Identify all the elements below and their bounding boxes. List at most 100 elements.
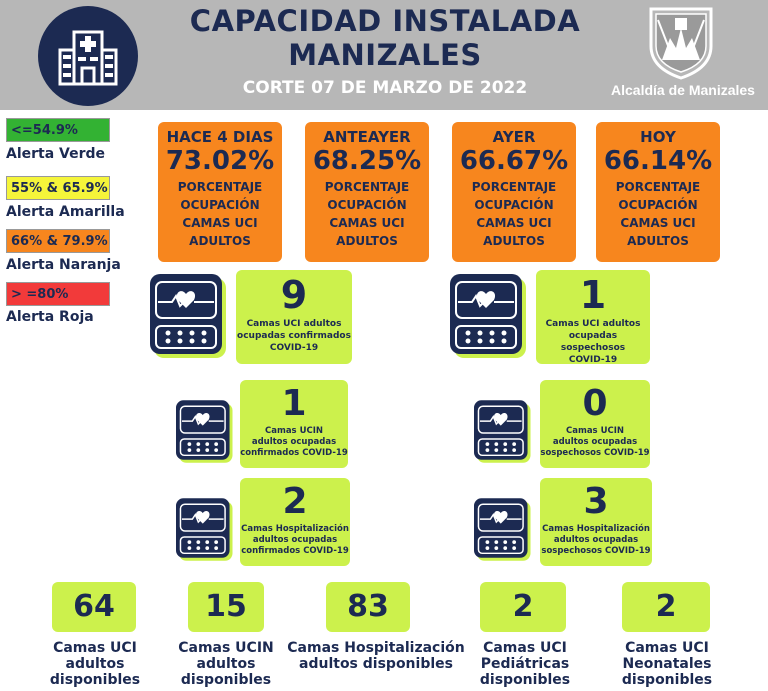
hosp-confirmed-card: 2 Camas Hospitalización adultos ocupadas… [240,478,350,566]
desc-line: OCUPACIÓN [474,198,554,212]
ucin-suspected-desc: Camas UCIN adultos ocupadas sospechosos … [540,426,650,459]
legend-yellow-range: 55% & 65.9% [6,176,110,200]
heart-monitor-icon [176,400,234,464]
desc-line: OCUPACIÓN [618,198,698,212]
legend-yellow-label: Alerta Amarilla [6,204,125,220]
desc-line: Camas UCIN [264,426,323,436]
occupancy-value: 73.02% [165,146,275,176]
occupancy-card-4-days-ago: HACE 4 DIAS 73.02% PORCENTAJE OCUPACIÓN … [158,122,282,262]
desc-line: CAMAS UCI [620,216,696,230]
ucin-suspected-card: 0 Camas UCIN adultos ocupadas sospechoso… [540,380,650,468]
occupancy-period: ANTEAYER [323,128,411,146]
manizales-coat-of-arms-icon [649,7,713,80]
available-hosp-count: 83 [326,582,410,632]
desc-line: Camas Hospitalización [241,524,349,534]
occupancy-desc: PORCENTAJE OCUPACIÓN CAMAS UCI ADULTOS [452,178,576,250]
hosp-confirmed-count: 2 [282,481,308,522]
desc-line: ADULTOS [336,234,398,248]
desc-line: PORCENTAJE [471,180,557,194]
heart-monitor-icon [176,498,234,562]
legend-orange-range: 66% & 79.9% [6,229,110,253]
heart-monitor-icon [450,274,527,359]
label-line: Pediátricas [480,656,570,672]
occupancy-period: AYER [492,128,536,146]
heart-monitor-icon [474,400,532,464]
ucin-confirmed-count: 1 [281,383,307,424]
label-line: adultos [196,656,256,672]
uci-suspected-count: 1 [579,273,607,317]
occupancy-period: HACE 4 DIAS [166,128,274,146]
uci-suspected-desc: Camas UCI adultos ocupadas sospechosos C… [536,318,650,366]
legend-orange-label: Alerta Naranja [6,257,121,273]
occupancy-value: 68.25% [312,146,422,176]
desc-line: ADULTOS [189,234,251,248]
label-line: adultos disponibles [299,656,453,672]
ucin-confirmed-desc: Camas UCIN adultos ocupadas confirmados … [240,426,348,459]
desc-line: adultos ocupadas [552,437,638,447]
desc-line: COVID-19 [568,355,618,365]
available-uci-ped-label: Camas UCI Pediátricas disponibles [470,640,580,688]
desc-line: CAMAS UCI [476,216,552,230]
desc-line: adultos ocupadas [553,535,639,545]
label-line: disponibles [621,672,713,688]
desc-line: sospechosos COVID-19 [541,546,651,556]
label-line: Camas UCI [53,640,137,656]
desc-line: ocupadas confirmados [237,331,351,341]
available-hosp-label: Camas Hospitalización adultos disponible… [284,640,468,672]
hosp-suspected-desc: Camas Hospitalización adultos ocupadas s… [540,524,652,557]
ucin-confirmed-card: 1 Camas UCIN adultos ocupadas confirmado… [240,380,348,468]
label-line: Camas UCI [483,640,567,656]
desc-line: confirmados COVID-19 [240,448,348,458]
legend-green-label: Alerta Verde [6,146,106,162]
page-title-line2: MANIZALES [288,38,482,72]
desc-line: sospechosos COVID-19 [540,448,650,458]
label-line: Camas UCIN [178,640,274,656]
hosp-suspected-count: 3 [583,481,609,522]
available-uci-neo-count: 2 [622,582,710,632]
desc-line: CAMAS UCI [329,216,405,230]
heart-monitor-icon [150,274,227,359]
occupancy-desc: PORCENTAJE OCUPACIÓN CAMAS UCI ADULTOS [596,178,720,250]
desc-line: Camas UCI adultos [545,319,641,329]
occupancy-period: HOY [640,128,676,146]
desc-line: adultos ocupadas [251,437,337,447]
desc-line: Camas UCI adultos [246,319,342,329]
label-line: Camas UCI [625,640,709,656]
organization-name: Alcaldía de Manizales [611,82,755,98]
uci-confirmed-desc: Camas UCI adultos ocupadas confirmados C… [236,318,352,354]
desc-line: OCUPACIÓN [327,198,407,212]
available-uci-ped-count: 2 [480,582,566,632]
heart-monitor-icon [474,498,532,562]
hospital-logo [38,6,138,106]
label-line: adultos [65,656,125,672]
desc-line: OCUPACIÓN [180,198,260,212]
uci-confirmed-card: 9 Camas UCI adultos ocupadas confirmados… [236,270,352,364]
hosp-confirmed-desc: Camas Hospitalización adultos ocupadas c… [240,524,350,557]
legend-red-range: > =80% [6,282,110,306]
desc-line: ADULTOS [483,234,545,248]
hospital-building-icon [58,30,118,86]
desc-line: COVID-19 [269,343,319,353]
occupancy-value: 66.14% [603,146,713,176]
available-uci-count: 64 [52,582,136,632]
occupancy-value: 66.67% [459,146,569,176]
desc-line: adultos ocupadas [252,535,338,545]
hosp-suspected-card: 3 Camas Hospitalización adultos ocupadas… [540,478,652,566]
available-ucin-label: Camas UCIN adultos disponibles [170,640,282,688]
desc-line: PORCENTAJE [615,180,701,194]
desc-line: confirmados COVID-19 [241,546,349,556]
uci-suspected-card: 1 Camas UCI adultos ocupadas sospechosos… [536,270,650,366]
occupancy-desc: PORCENTAJE OCUPACIÓN CAMAS UCI ADULTOS [158,178,282,250]
legend-red-label: Alerta Roja [6,309,94,325]
desc-line: Camas Hospitalización [542,524,650,534]
desc-line: PORCENTAJE [324,180,410,194]
label-line: disponibles [180,672,272,688]
occupancy-desc: PORCENTAJE OCUPACIÓN CAMAS UCI ADULTOS [305,178,429,250]
ucin-suspected-count: 0 [582,383,608,424]
label-line: disponibles [479,672,571,688]
available-uci-label: Camas UCI adultos disponibles [40,640,150,688]
label-line: Neonatales [622,656,712,672]
page-title-line1: CAPACIDAD INSTALADA [189,4,581,38]
label-line: disponibles [49,672,141,688]
uci-confirmed-count: 9 [280,273,308,317]
